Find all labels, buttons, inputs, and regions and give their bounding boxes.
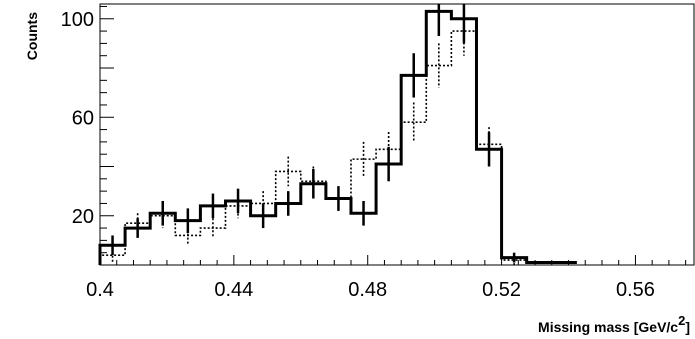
x-tick-label: 0.52 (482, 279, 521, 301)
y-tick-label: 100 (61, 9, 94, 31)
x-axis-title: Missing mass [GeV/c2] (538, 313, 690, 335)
x-axis-title-main: Missing mass [GeV/c (538, 319, 678, 335)
x-axis-title-suffix: ] (685, 319, 690, 335)
plot-frame (99, 3, 695, 266)
x-tick-label: 0.4 (86, 279, 114, 301)
solid-histogram-step (98, 9, 577, 265)
x-tick-label: 0.56 (616, 279, 655, 301)
y-tick-labels: 20 60 100 (61, 9, 94, 228)
x-axis-title-superscript: 2 (678, 313, 685, 328)
solid-series (98, 4, 577, 265)
y-axis-title: Counts (24, 12, 40, 60)
x-tick-label: 0.48 (348, 279, 387, 301)
x-tick-label: 0.44 (214, 279, 253, 301)
axis-ticks (99, 5, 687, 265)
x-tick-labels: 0.4 0.44 0.48 0.52 0.56 (86, 279, 655, 301)
y-tick-label: 60 (72, 107, 94, 129)
y-tick-label: 20 (72, 206, 94, 228)
dotted-histogram-step (99, 30, 577, 265)
dotted-series (99, 6, 577, 265)
